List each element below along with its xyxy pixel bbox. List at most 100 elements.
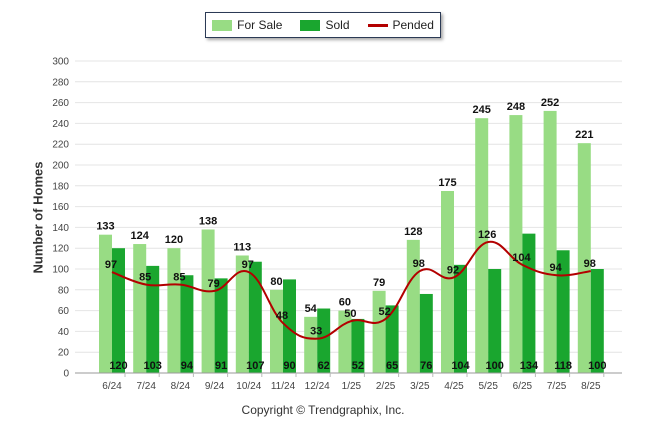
bar-for-sale: [543, 110, 557, 374]
pended-value-label: 94: [549, 262, 562, 274]
x-tick-label: 8/24: [171, 381, 191, 392]
legend-label-for-sale: For Sale: [237, 18, 283, 32]
bar-sold: [214, 278, 228, 373]
sold-swatch: [300, 19, 321, 31]
legend-item-for-sale[interactable]: For Sale: [212, 18, 282, 32]
legend-item-pended[interactable]: Pended: [367, 18, 434, 32]
pended-value-label: 33: [310, 326, 322, 338]
sold-value-label: 94: [181, 360, 194, 372]
for-sale-value-label: 175: [438, 177, 456, 189]
sold-value-label: 120: [109, 360, 127, 372]
bar-for-sale: [167, 248, 181, 373]
y-tick-label: 40: [58, 327, 70, 338]
y-axis-label: Number of Homes: [30, 161, 46, 274]
y-tick-label: 80: [58, 285, 70, 296]
x-tick-label: 4/25: [444, 381, 464, 392]
x-tick-label: 1/25: [342, 381, 362, 392]
y-tick-label: 120: [52, 244, 69, 255]
bar-sold: [454, 264, 467, 373]
for-sale-value-label: 120: [165, 234, 183, 246]
pended-value-label: 85: [173, 272, 185, 284]
pended-value-label: 79: [207, 278, 219, 290]
x-tick-label: 5/25: [478, 381, 498, 392]
x-tick-label: 7/24: [136, 381, 156, 392]
bar-sold: [419, 293, 433, 373]
y-tick-label: 260: [52, 98, 69, 109]
for-sale-value-label: 113: [233, 241, 251, 253]
y-tick-label: 180: [52, 181, 69, 192]
x-tick-label: 3/25: [410, 381, 430, 392]
sold-value-label: 65: [386, 360, 398, 372]
pended-value-label: 98: [584, 258, 596, 270]
bar-for-sale: [99, 234, 112, 373]
x-tick-label: 9/24: [205, 381, 225, 392]
y-tick-label: 220: [52, 140, 69, 151]
pended-value-label: 97: [242, 259, 254, 271]
bar-sold: [146, 265, 160, 373]
bar-for-sale: [304, 316, 318, 373]
y-tick-label: 100: [52, 265, 69, 276]
bar-for-sale: [201, 229, 215, 373]
for-sale-value-label: 248: [507, 101, 525, 113]
pended-line-layer: [111, 240, 591, 340]
x-tick-label: 7/25: [547, 381, 567, 392]
for-sale-value-label: 138: [199, 215, 217, 227]
pended-value-label: 126: [478, 229, 496, 241]
bar-for-sale: [133, 244, 147, 373]
x-tick-label: 11/24: [271, 381, 296, 392]
pended-line: [111, 240, 591, 340]
pended-value-label: 48: [276, 310, 288, 322]
for-sale-value-label: 133: [96, 221, 114, 233]
sold-value-label: 107: [246, 360, 264, 372]
y-tick-label: 280: [52, 77, 69, 88]
legend-label-pended: Pended: [392, 18, 434, 32]
data-labels: 133 120 124 103 120 94 138 91 113 107 80 90 54 62 60 52…: [96, 97, 606, 372]
pended-value-label: 85: [139, 272, 151, 284]
pended-value-label: 97: [105, 259, 117, 271]
for-sale-value-label: 128: [404, 226, 422, 238]
pended-value-label: 92: [447, 264, 459, 276]
x-tick-label: 6/25: [513, 381, 533, 392]
x-tick-label: 8/25: [581, 381, 601, 392]
legend-item-sold[interactable]: Sold: [300, 18, 350, 32]
bar-for-sale: [372, 290, 386, 373]
bar-sold: [283, 279, 296, 373]
sold-value-label: 91: [215, 360, 227, 372]
for-sale-value-label: 124: [131, 230, 150, 242]
x-tick-label: 12/24: [305, 381, 330, 392]
sold-value-label: 103: [144, 360, 162, 372]
bar-for-sale: [235, 255, 249, 373]
sold-value-label: 100: [486, 360, 504, 372]
sold-value-label: 100: [588, 360, 606, 372]
for-sale-value-label: 252: [541, 97, 559, 109]
legend: For Sale Sold Pended: [205, 12, 441, 38]
sold-value-label: 76: [420, 360, 432, 372]
bar-for-sale: [509, 115, 523, 373]
bar-for-sale: [577, 143, 591, 373]
y-tick-label: 0: [63, 369, 69, 380]
sold-value-label: 118: [554, 360, 572, 372]
sold-value-label: 134: [520, 360, 539, 372]
for-sale-value-label: 80: [270, 276, 282, 288]
for-sale-value-label: 79: [373, 277, 385, 289]
bar-sold: [351, 318, 365, 373]
sold-value-label: 52: [352, 360, 364, 372]
for-sale-swatch: [212, 19, 233, 31]
for-sale-value-label: 221: [575, 129, 593, 141]
y-tick-label: 200: [52, 161, 69, 172]
copyright-credit: Copyright © Trendgraphix, Inc.: [241, 403, 405, 417]
for-sale-value-label: 60: [339, 297, 351, 309]
for-sale-value-label: 54: [305, 303, 318, 315]
bar-sold: [180, 275, 194, 373]
y-tick-label: 60: [58, 306, 70, 317]
x-tick-label: 6/24: [102, 381, 122, 392]
y-tick-label: 20: [58, 348, 70, 359]
x-tick-label: 10/24: [236, 381, 261, 392]
bar-sold: [385, 305, 399, 373]
for-sale-value-label: 245: [473, 104, 491, 116]
pended-value-label: 50: [344, 308, 356, 320]
bar-for-sale: [441, 191, 454, 373]
y-tick-label: 160: [52, 202, 69, 213]
sold-value-label: 90: [283, 360, 295, 372]
